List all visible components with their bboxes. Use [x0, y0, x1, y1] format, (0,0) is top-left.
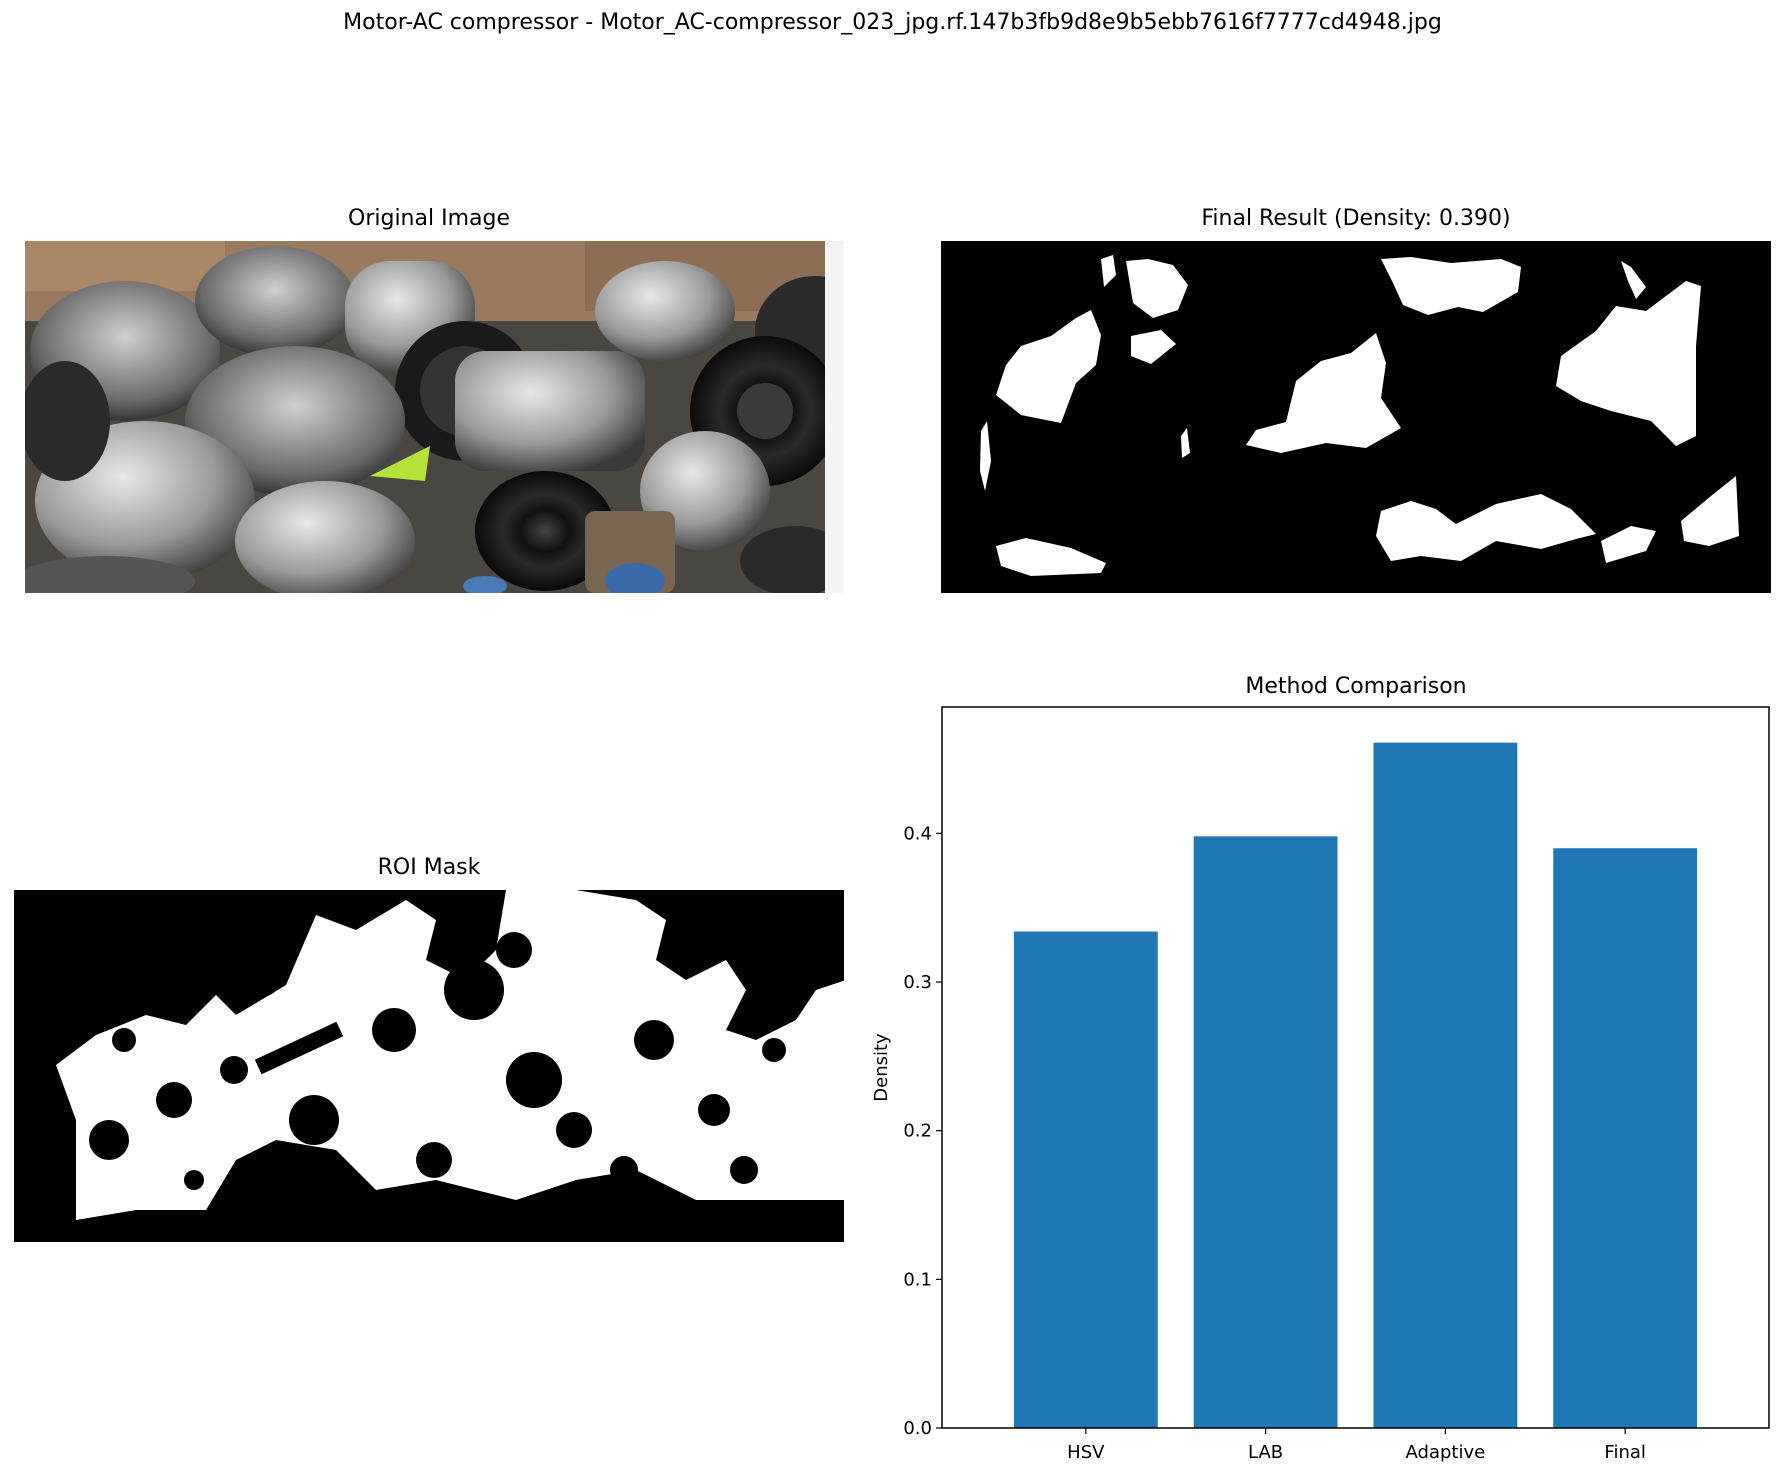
y-tick-label: 0.0	[903, 1418, 932, 1439]
bar-lab	[1193, 836, 1338, 1428]
plot-frame	[941, 706, 1770, 1429]
final-result-mask	[941, 241, 1771, 593]
bar-final	[1553, 848, 1698, 1428]
y-tick-label: 0.3	[903, 972, 932, 993]
bar-hsv	[1013, 931, 1158, 1428]
y-axis-label: Density	[871, 1033, 892, 1102]
method-comparison-chart: Method Comparison Density 0.0 0.1 0.2 0.3 0.…	[850, 665, 1785, 1476]
y-tick-label: 0.1	[903, 1269, 932, 1290]
x-axis: HSV LAB Adaptive Final	[1067, 1428, 1646, 1463]
y-axis: 0.0 0.1 0.2 0.3 0.4	[903, 823, 942, 1439]
method-comparison-svg: Method Comparison Density 0.00.10.20.30.…	[871, 674, 1770, 1463]
x-tick-label-lab: LAB	[1248, 1442, 1283, 1463]
roi-mask-title: ROI Mask	[377, 855, 481, 880]
y-tick-label: 0.2	[903, 1121, 932, 1142]
chart-title: Method Comparison	[1245, 674, 1466, 699]
original-image-title: Original Image	[348, 206, 510, 231]
x-tick-label-hsv: HSV	[1067, 1442, 1105, 1463]
original-image	[25, 241, 843, 593]
final-result-title: Final Result (Density: 0.390)	[1201, 206, 1511, 231]
figure-title: Motor-AC compressor - Motor_AC-compresso…	[343, 10, 1442, 35]
y-tick-label: 0.4	[903, 823, 932, 844]
original-image-photo	[25, 241, 843, 593]
x-tick-label-adaptive: Adaptive	[1406, 1442, 1486, 1463]
final-result-mask-image	[941, 241, 1771, 593]
x-tick-label-final: Final	[1604, 1442, 1645, 1463]
roi-mask-image	[14, 890, 844, 1242]
roi-mask	[14, 890, 844, 1242]
bar-adaptive	[1373, 742, 1518, 1428]
bars-group	[1013, 742, 1698, 1428]
